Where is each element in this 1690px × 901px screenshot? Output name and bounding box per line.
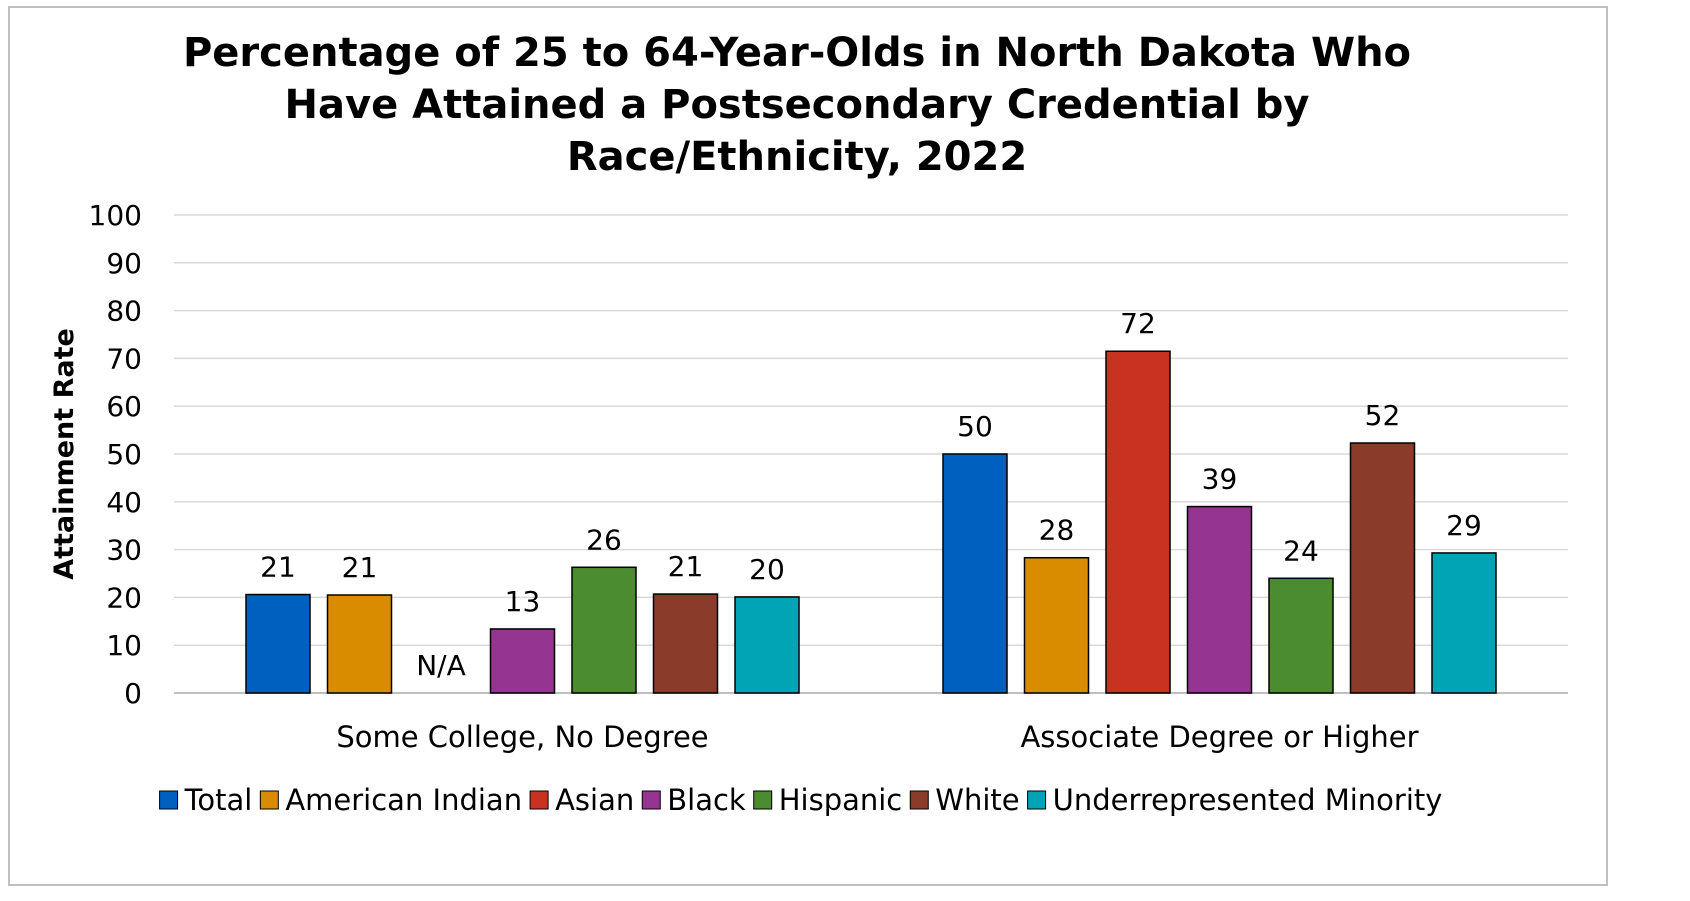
data-label: 72 xyxy=(1120,307,1156,340)
bar-white xyxy=(652,593,719,694)
data-label: 29 xyxy=(1446,509,1482,542)
data-label: 28 xyxy=(1039,514,1075,547)
category-label: Associate Degree or Higher xyxy=(1020,720,1418,754)
chart-frame xyxy=(8,6,1608,886)
chart-title-line-1: Percentage of 25 to 64-Year-Olds in Nort… xyxy=(183,30,1411,76)
legend-label: Hispanic xyxy=(779,783,903,817)
bar-underrepresented-minority xyxy=(734,596,800,694)
y-axis-ticks: 0 10 20 30 40 50 60 70 80 90 100 xyxy=(89,199,142,710)
legend-swatch xyxy=(909,790,929,810)
legend-swatch xyxy=(529,790,549,810)
data-label: 21 xyxy=(342,551,378,584)
legend-item-asian: Asian xyxy=(529,783,634,817)
bar-underrepresented-minority xyxy=(1431,552,1497,694)
y-tick-label: 50 xyxy=(106,438,142,471)
legend-item-underrepresented-minority: Underrepresented Minority xyxy=(1027,783,1443,817)
data-label: 13 xyxy=(505,585,541,618)
bar-american-indian xyxy=(326,594,393,694)
bar-total xyxy=(245,593,311,694)
data-label: 21 xyxy=(260,551,296,584)
data-label: 50 xyxy=(957,410,993,443)
bars xyxy=(245,350,1497,694)
data-label: 21 xyxy=(668,550,704,583)
y-axis-label: Attainment Rate xyxy=(49,328,80,580)
y-tick-label: 60 xyxy=(106,390,142,423)
legend-item-white: White xyxy=(909,783,1020,817)
y-tick-label: 20 xyxy=(106,581,142,614)
legend-swatch xyxy=(753,790,773,810)
y-tick-label: 80 xyxy=(106,295,142,328)
y-tick-label: 10 xyxy=(106,629,142,662)
legend-label: Asian xyxy=(555,783,634,817)
category-label: Some College, No Degree xyxy=(336,720,708,754)
chart-title-line-2: Have Attained a Postsecondary Credential… xyxy=(285,82,1310,128)
bar-black xyxy=(1186,505,1253,694)
y-tick-label: 90 xyxy=(106,247,142,280)
chart-title-line-3: Race/Ethnicity, 2022 xyxy=(567,134,1027,180)
legend-label: American Indian xyxy=(285,783,522,817)
legend-swatch xyxy=(641,790,661,810)
bar-white xyxy=(1349,442,1416,694)
gridlines xyxy=(174,214,1568,694)
legend-label: White xyxy=(935,783,1019,817)
data-label: 52 xyxy=(1365,399,1401,432)
chart-title: Percentage of 25 to 64-Year-Olds in Nort… xyxy=(183,30,1411,180)
y-tick-label: 70 xyxy=(106,342,142,375)
legend-swatch xyxy=(1027,790,1047,810)
bar-asian xyxy=(1105,350,1171,694)
legend-swatch xyxy=(159,790,179,810)
legend: Total American Indian Asian Black Hispanic Wh… xyxy=(159,783,1443,817)
bar-hispanic xyxy=(571,566,637,694)
legend-item-total: Total xyxy=(159,783,253,817)
data-label: 20 xyxy=(749,553,785,586)
bar-american-indian xyxy=(1023,556,1090,694)
bar-black xyxy=(489,628,556,694)
data-label: 26 xyxy=(586,523,622,556)
legend-item-hispanic: Hispanic xyxy=(753,783,903,817)
y-tick-label: 100 xyxy=(89,199,142,232)
data-label: N/A xyxy=(416,649,466,682)
bar-total xyxy=(942,453,1008,694)
y-tick-label: 30 xyxy=(106,534,142,567)
data-label: 39 xyxy=(1202,463,1238,496)
y-tick-label: 0 xyxy=(124,677,142,710)
legend-label: Total xyxy=(184,783,253,817)
legend-label: Underrepresented Minority xyxy=(1053,783,1443,817)
category-labels: Some College, No Degree Associate Degree … xyxy=(336,720,1418,754)
legend-swatch xyxy=(259,790,279,810)
legend-label: Black xyxy=(667,783,746,817)
bar-hispanic xyxy=(1268,577,1334,694)
legend-item-black: Black xyxy=(641,783,746,817)
data-label: 24 xyxy=(1283,534,1319,567)
y-tick-label: 40 xyxy=(106,486,142,519)
data-labels: 21 21 N/A 13 26 21 20 50 28 72 39 24 52 29 xyxy=(260,307,1482,682)
legend-item-american-indian: American Indian xyxy=(259,783,522,817)
